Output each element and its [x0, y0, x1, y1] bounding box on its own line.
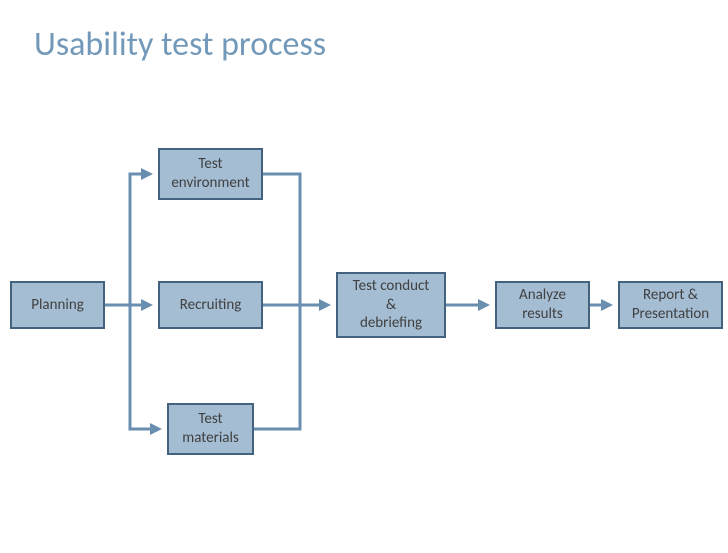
- edge: [130, 174, 150, 305]
- node-env: Test environment: [158, 148, 263, 200]
- node-analyze: Analyze results: [495, 281, 590, 329]
- edge: [263, 174, 300, 305]
- node-planning: Planning: [10, 281, 105, 329]
- node-recruiting: Recruiting: [158, 281, 263, 329]
- node-conduct: Test conduct & debriefing: [336, 272, 446, 338]
- page-title: Usability test process: [34, 24, 326, 65]
- node-report: Report & Presentation: [618, 281, 723, 329]
- edge: [130, 305, 159, 429]
- node-materials: Test materials: [167, 403, 254, 455]
